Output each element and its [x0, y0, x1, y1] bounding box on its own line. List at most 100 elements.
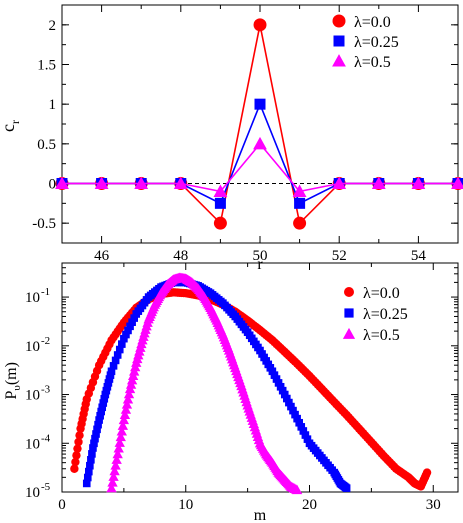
data-point [213, 184, 228, 197]
data-point [107, 477, 118, 487]
data-point [332, 176, 347, 190]
x-tick-label: 0 [58, 497, 66, 513]
y-tick-label: 10 [25, 485, 40, 501]
data-point [283, 394, 291, 403]
data-point [73, 444, 82, 453]
legend-marker [342, 327, 356, 339]
plot-frame [61, 262, 459, 493]
data-point [95, 416, 103, 424]
data-point [94, 176, 109, 190]
y-tick-label: 2 [49, 18, 57, 34]
y-tick-label: 1.5 [37, 58, 56, 74]
y-tick-exponent: -2 [41, 335, 50, 347]
data-point [85, 467, 93, 476]
data-point [82, 479, 91, 488]
data-point [108, 471, 119, 481]
y-tick-label: -0.5 [32, 216, 56, 232]
series-2 [55, 136, 463, 197]
data-point [274, 379, 283, 387]
y-tick-label: 0.5 [37, 137, 56, 153]
data-point [291, 410, 299, 419]
data-point [126, 322, 134, 331]
data-point [297, 423, 306, 431]
data-point [118, 340, 126, 348]
series-line [62, 142, 458, 193]
data-point [118, 414, 130, 425]
data-point [86, 461, 94, 470]
data-point [134, 176, 149, 190]
data-point [253, 136, 267, 150]
data-point [119, 409, 131, 419]
data-point [122, 330, 130, 339]
data-point [295, 418, 303, 427]
data-point [83, 473, 92, 482]
x-tick-label: 52 [332, 248, 347, 264]
y-tick-exponent: -3 [41, 384, 51, 396]
y-tick-label: 0 [49, 177, 57, 193]
data-point [422, 468, 432, 477]
legend-marker [333, 35, 345, 47]
data-point [291, 484, 303, 495]
data-point [276, 382, 285, 391]
top-panel: 46 48 50 52 54 -0.5 0 0.5 1 1.5 2 r cr λ=0.0 λ=0.25 λ=0… [0, 4, 463, 273]
data-point [285, 398, 293, 407]
data-point [114, 437, 125, 447]
data-point [213, 216, 227, 230]
data-point [106, 482, 117, 493]
data-point [124, 326, 132, 335]
data-point [90, 439, 98, 448]
legend-marker [344, 308, 354, 318]
data-point [106, 371, 115, 379]
data-point [97, 407, 105, 416]
data-point [120, 334, 128, 343]
data-point [101, 390, 110, 399]
data-point [128, 318, 136, 327]
data-point [91, 434, 99, 443]
y-tick-label: 10 [25, 436, 40, 452]
data-point [109, 465, 120, 476]
data-point [109, 362, 118, 370]
data-point [98, 403, 107, 412]
data-point [253, 18, 267, 32]
data-point [111, 454, 122, 464]
data-point [293, 216, 307, 230]
data-point [107, 367, 116, 376]
data-point [294, 197, 306, 209]
data-point [270, 371, 279, 379]
series-1 [82, 278, 351, 492]
data-point [55, 176, 69, 190]
data-point [272, 375, 281, 383]
data-point [93, 425, 101, 434]
data-point [278, 386, 287, 395]
data-point [105, 375, 114, 383]
data-point [287, 402, 295, 411]
data-point [371, 176, 386, 190]
data-point [94, 420, 102, 429]
data-point [301, 431, 310, 439]
data-point [411, 176, 426, 190]
data-point [103, 382, 112, 391]
data-point [72, 451, 81, 460]
data-point [111, 356, 120, 365]
data-point [130, 314, 138, 322]
data-point [303, 435, 312, 443]
x-tick-label: 54 [411, 248, 427, 264]
data-point [214, 197, 226, 209]
legend-marker [344, 287, 354, 297]
data-point [74, 437, 83, 447]
data-point [293, 414, 301, 423]
series-line [62, 102, 458, 205]
legend-label: λ=0.5 [363, 327, 400, 344]
data-point [117, 420, 129, 430]
legend-marker [332, 14, 346, 28]
legend-label: λ=0.0 [354, 14, 391, 31]
data-point [115, 431, 126, 442]
series-0 [55, 18, 463, 230]
data-point [115, 345, 124, 354]
x-tick-label: 30 [426, 497, 441, 513]
data-point [92, 430, 100, 438]
data-point [173, 176, 188, 190]
data-point [342, 484, 351, 492]
legend-label: λ=0.25 [354, 34, 399, 51]
